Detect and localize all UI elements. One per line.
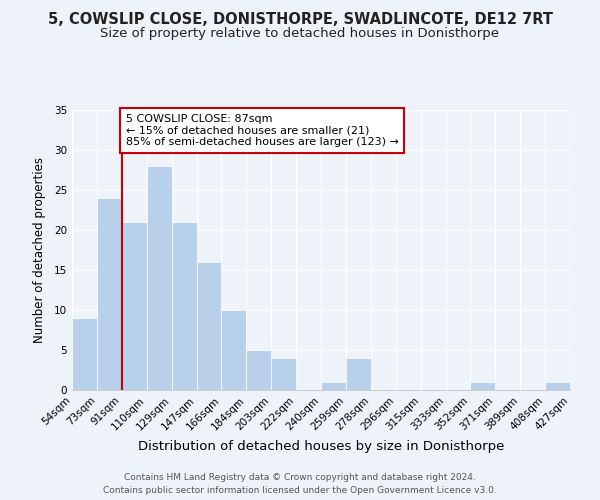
Bar <box>197 262 221 390</box>
Bar <box>321 382 346 390</box>
Bar <box>172 222 197 390</box>
Bar <box>271 358 296 390</box>
Bar <box>97 198 122 390</box>
Bar <box>470 382 496 390</box>
Text: 5, COWSLIP CLOSE, DONISTHORPE, SWADLINCOTE, DE12 7RT: 5, COWSLIP CLOSE, DONISTHORPE, SWADLINCO… <box>47 12 553 28</box>
Bar <box>221 310 247 390</box>
Bar <box>346 358 371 390</box>
Text: Size of property relative to detached houses in Donisthorpe: Size of property relative to detached ho… <box>101 28 499 40</box>
Bar <box>146 166 172 390</box>
Bar <box>545 382 570 390</box>
Bar <box>122 222 147 390</box>
Bar <box>247 350 271 390</box>
Bar <box>72 318 97 390</box>
Y-axis label: Number of detached properties: Number of detached properties <box>32 157 46 343</box>
Text: 5 COWSLIP CLOSE: 87sqm
← 15% of detached houses are smaller (21)
85% of semi-det: 5 COWSLIP CLOSE: 87sqm ← 15% of detached… <box>125 114 398 147</box>
Text: Contains HM Land Registry data © Crown copyright and database right 2024.
Contai: Contains HM Land Registry data © Crown c… <box>103 473 497 495</box>
X-axis label: Distribution of detached houses by size in Donisthorpe: Distribution of detached houses by size … <box>138 440 504 453</box>
